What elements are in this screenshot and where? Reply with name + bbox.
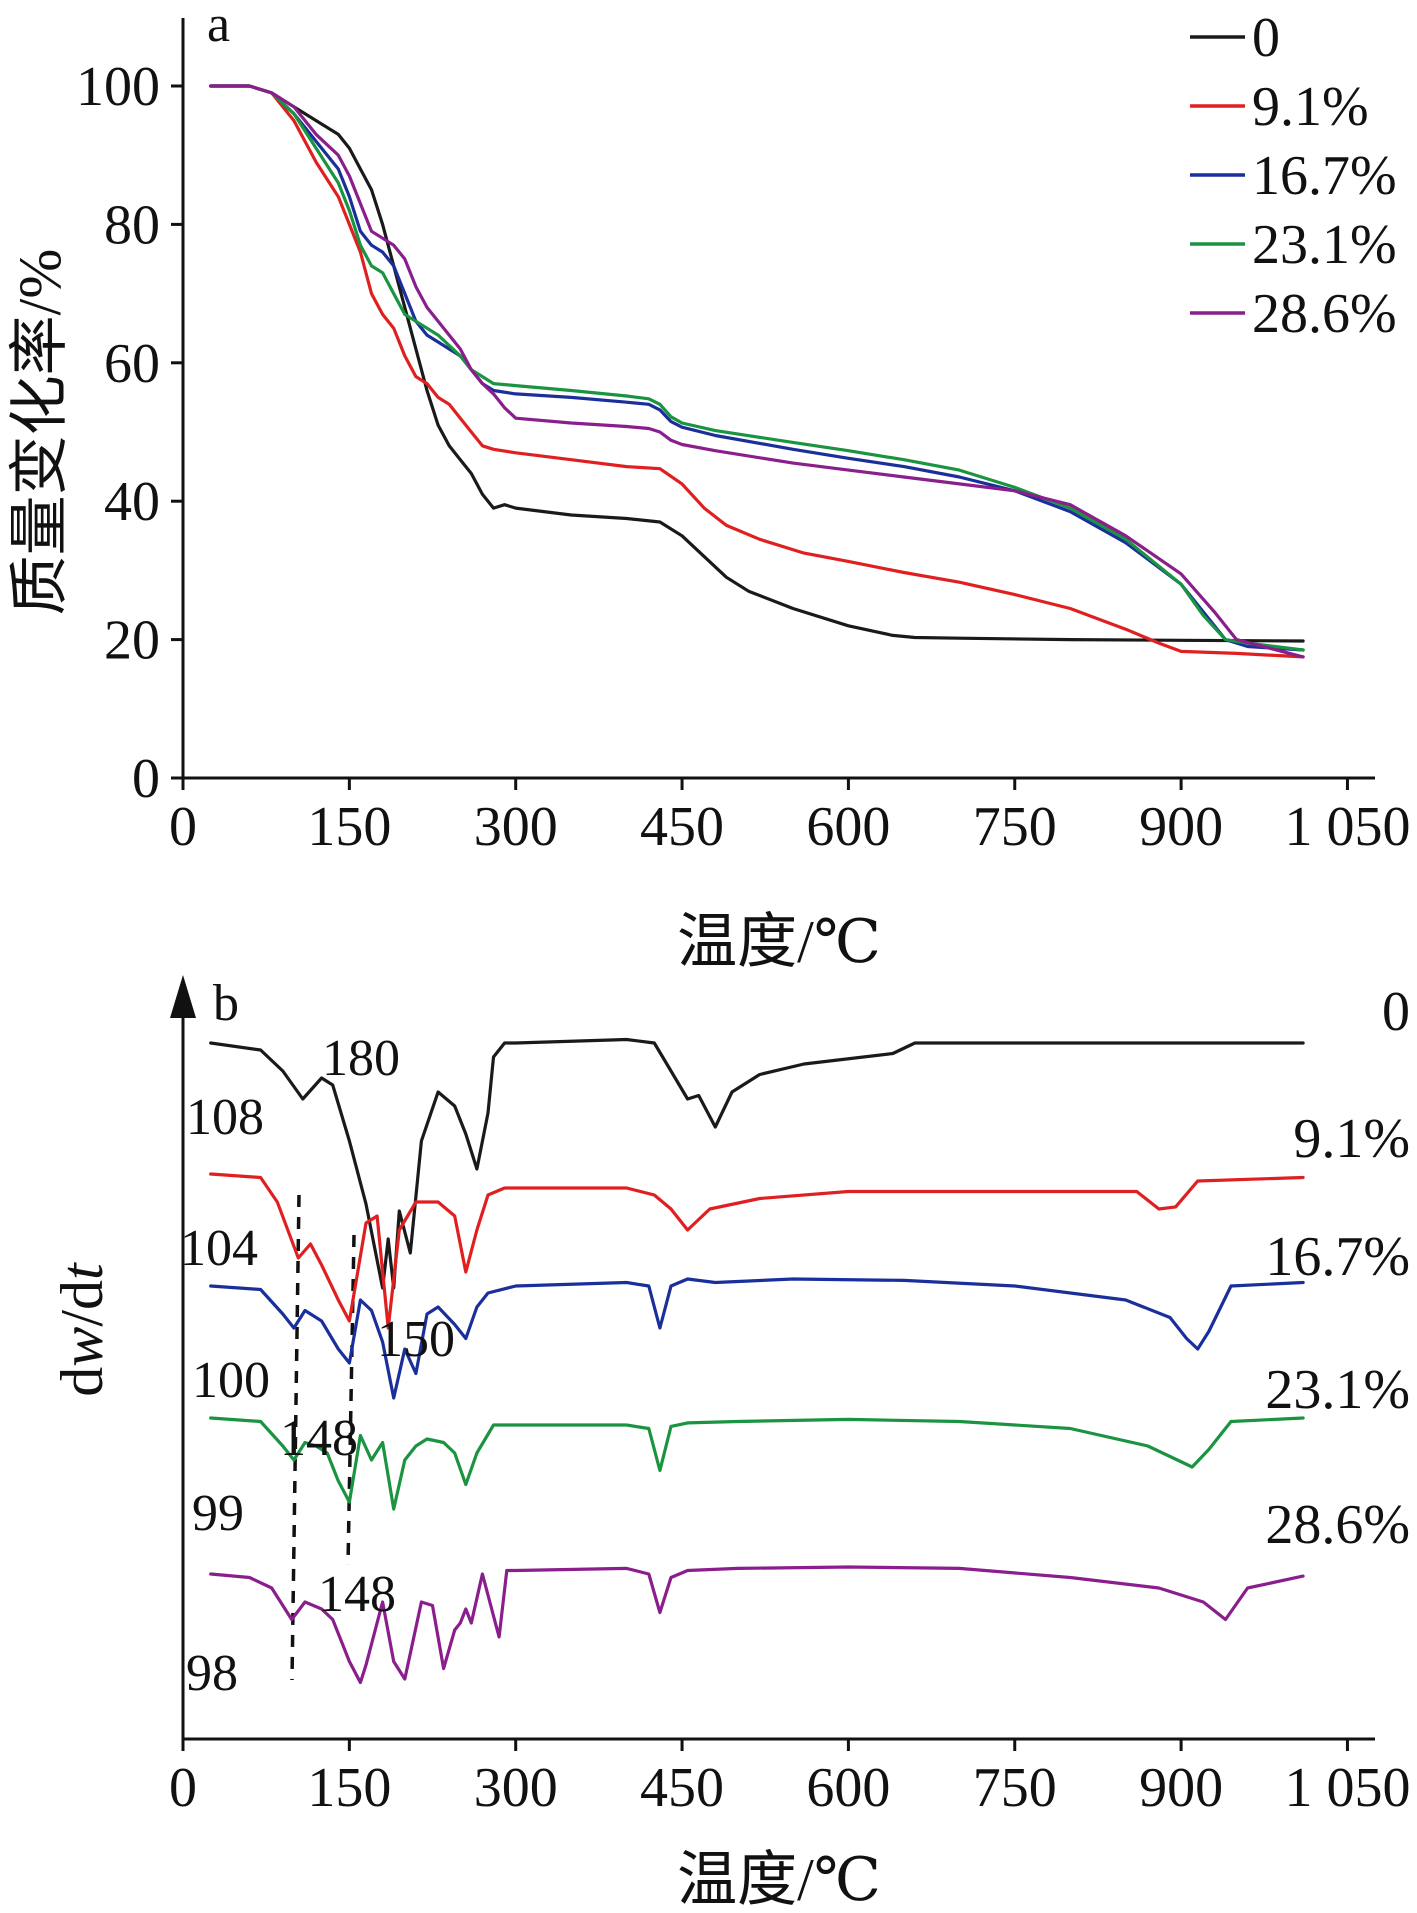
panel-b-series: [209, 1037, 1305, 1685]
panel-a-y-tick-label: 0: [132, 748, 160, 810]
panel-a-x-ticks: 0 150 300 450 600 750 900 1 050: [169, 778, 1410, 858]
panel-a-x-tick-label: 1 050: [1284, 796, 1410, 858]
legend-label-9-1: 9.1%: [1252, 76, 1369, 138]
annot-150: 150: [377, 1311, 455, 1368]
panel-b-x-tick-label: 0: [169, 1757, 197, 1819]
panel-b-axes: 0 150 300 450 600 750 900 1 050 温度/℃ dw/dt: [49, 975, 1410, 1913]
dashed-guide-1: [290, 1194, 301, 1681]
panel-a-y-tick-label: 40: [104, 471, 160, 533]
panel-a-series-0: [209, 84, 1305, 643]
panel-b-letter: b: [213, 975, 239, 1032]
panel-a-x-tick-label: 450: [640, 796, 724, 858]
panel-b-x-tick-label: 600: [806, 1757, 890, 1819]
panel-b-x-tick-label: 1 050: [1284, 1757, 1410, 1819]
annot-108: 108: [186, 1089, 264, 1146]
legend-label-16-7: 16.7%: [1252, 145, 1397, 207]
annot-99: 99: [192, 1485, 244, 1542]
panel-a: a 0 20 40 60 80 100 0 150 300 450 600 750 900 1 050 …: [7, 0, 1410, 975]
panel-b-x-ticks: 0 150 300 450 600 750 900 1 050: [169, 1739, 1410, 1819]
panel-b: b 0 150 300 450 600 750 900 1 050 温度/℃ dw/dt 0 …: [49, 975, 1410, 1913]
panel-b-y-axis-title: dw/dt: [49, 1262, 115, 1397]
panel-a-x-tick-label: 600: [806, 796, 890, 858]
legend-label-23-1: 23.1%: [1252, 214, 1397, 276]
panel-b-series-23-1: [209, 1416, 1305, 1511]
b-series-label-0: 0: [1382, 981, 1410, 1043]
panel-b-x-tick-label: 900: [1139, 1757, 1223, 1819]
legend-label-28-6: 28.6%: [1252, 283, 1397, 345]
panel-a-legend: 0 9.1% 16.7% 23.1% 28.6%: [1190, 7, 1397, 345]
panel-a-y-tick-label: 80: [104, 194, 160, 256]
panel-a-y-tick-label: 60: [104, 333, 160, 395]
panel-a-x-tick-label: 300: [474, 796, 558, 858]
panel-b-x-tick-label: 450: [640, 1757, 724, 1819]
panel-b-series-16-7: [209, 1277, 1305, 1400]
panel-a-x-tick-label: 750: [973, 796, 1057, 858]
panel-a-series-23-1: [209, 84, 1305, 652]
panel-a-axes: 0 20 40 60 80 100 0 150 300 450 600 750 900 1 050 温度…: [7, 18, 1410, 975]
panel-a-y-tick-label: 20: [104, 610, 160, 672]
panel-a-series-9-1: [209, 84, 1305, 659]
legend-label-0: 0: [1252, 7, 1280, 69]
panel-a-letter: a: [207, 0, 230, 53]
panel-b-series-28-6: [209, 1565, 1305, 1685]
panel-a-x-tick-label: 900: [1139, 796, 1223, 858]
b-series-label-23-1: 23.1%: [1265, 1359, 1410, 1421]
annot-148-b: 148: [318, 1566, 396, 1623]
annot-104: 104: [180, 1220, 258, 1277]
panel-a-x-tick-label: 0: [169, 796, 197, 858]
panel-a-x-axis-title: 温度/℃: [677, 909, 881, 975]
panel-b-x-tick-label: 750: [973, 1757, 1057, 1819]
annot-180: 180: [322, 1030, 400, 1087]
panel-a-y-axis-title: 质量变化率/%: [7, 249, 73, 616]
panel-a-series-28-6: [209, 84, 1305, 659]
panel-b-series-0: [209, 1037, 1305, 1290]
panel-b-x-axis-title: 温度/℃: [677, 1847, 881, 1913]
annot-100: 100: [192, 1352, 270, 1409]
panel-b-x-tick-label: 150: [307, 1757, 391, 1819]
annot-148-a: 148: [280, 1410, 358, 1467]
panel-a-series: [209, 84, 1305, 659]
panel-a-series-16-7: [209, 84, 1305, 652]
panel-a-y-ticks: 0 20 40 60 80 100: [76, 56, 183, 810]
panel-b-x-tick-label: 300: [474, 1757, 558, 1819]
b-series-label-9-1: 9.1%: [1293, 1108, 1410, 1170]
panel-b-series-9-1: [209, 1172, 1305, 1330]
panel-a-y-tick-label: 100: [76, 56, 160, 118]
annot-98: 98: [186, 1645, 238, 1702]
b-series-label-16-7: 16.7%: [1265, 1226, 1410, 1288]
dashed-guide-2: [346, 1234, 356, 1566]
b-series-label-28-6: 28.6%: [1265, 1494, 1410, 1556]
panel-b-y-axis-arrow: [170, 975, 196, 1018]
panel-a-x-tick-label: 150: [307, 796, 391, 858]
